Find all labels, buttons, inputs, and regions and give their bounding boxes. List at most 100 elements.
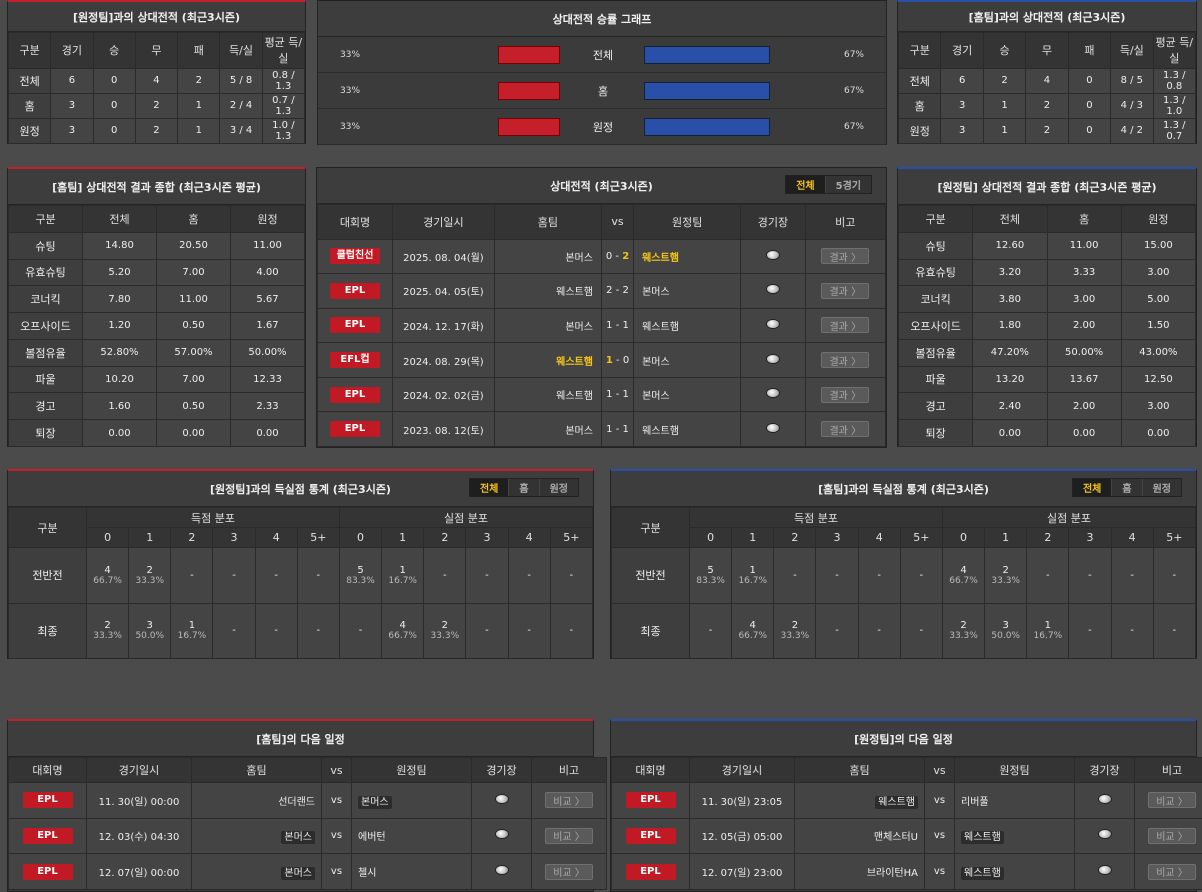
stadium-icon — [1097, 793, 1112, 804]
result-button[interactable]: 결과 〉 — [821, 386, 870, 403]
graph-row-label: 홈 — [597, 84, 609, 98]
result-button[interactable]: 결과 〉 — [821, 317, 870, 334]
table-cell: 비교 〉 — [1134, 782, 1202, 819]
table-cell: 1 16.7% — [170, 602, 214, 659]
table-cell: 경고 — [8, 392, 83, 421]
filter-home[interactable]: 홈 — [509, 479, 540, 496]
filter-home[interactable]: 홈 — [1112, 479, 1143, 496]
home-score: 1 — [605, 354, 613, 366]
table-cell: - — [1110, 547, 1154, 604]
table-cell: 4 66.7% — [381, 602, 425, 659]
filter-all[interactable]: 전체 — [469, 479, 510, 496]
away-score: 2 — [622, 250, 630, 262]
compare-button[interactable]: 비교 〉 — [545, 792, 593, 809]
compare-button[interactable]: 비교 〉 — [1148, 863, 1196, 880]
table-cell: 4 / 3 — [1110, 92, 1154, 119]
table-cell: - — [254, 602, 298, 659]
column-header: 구분 — [8, 205, 83, 233]
table-cell: EPL — [316, 411, 394, 447]
schedule-table: 대회명 경기일시 홈팀 vs 원정팀 경기장 비고 EPL 11. 30(일) 00:00 선더랜… — [8, 757, 607, 890]
score: 1 - 1 — [600, 411, 635, 447]
table-cell: 8 / 5 — [1110, 67, 1154, 94]
filter-away[interactable]: 원정 — [549, 484, 568, 495]
table-cell: EFL컵 — [316, 342, 394, 378]
panel-title: [홈팀] 상대전적 결과 종합 (최근3시즌 평균) — [8, 169, 305, 205]
column-header: 홈팀 — [191, 757, 322, 783]
away-score: 1 — [622, 389, 629, 401]
compare-button[interactable]: 비교 〉 — [1148, 827, 1196, 844]
group-header: 실점 분포 — [941, 507, 1197, 528]
schedule-row: EPL 11. 30(일) 23:05 웨스트햄 vs 리버풀 비교 〉 — [611, 782, 1202, 819]
filter-all[interactable]: 전체 — [786, 176, 826, 193]
away-score: 1 — [622, 319, 629, 331]
table-row: 슈팅 12.60 11.00 15.00 — [897, 231, 1197, 260]
table-cell: 1.3 / 0.8 — [1152, 67, 1197, 94]
count: - — [1046, 569, 1050, 581]
table-cell: 홈 — [7, 92, 52, 119]
compare-button[interactable]: 비교 〉 — [545, 863, 593, 880]
filter-5games[interactable]: 5경기 — [835, 181, 861, 192]
compare-button[interactable]: 비교 〉 — [1148, 792, 1196, 809]
column-header: 4 — [507, 527, 551, 548]
column-header: 대회명 — [8, 757, 87, 783]
column-header: 경기일시 — [86, 757, 192, 783]
panel-title: [홈팀]의 다음 일정 — [8, 721, 593, 757]
percent: 16.7% — [1033, 631, 1063, 642]
stadium-icon — [494, 793, 509, 804]
column-header: 3 — [815, 527, 859, 548]
count: 4 — [399, 620, 406, 632]
table-cell: - — [507, 547, 551, 604]
column-header: 3 — [465, 527, 509, 548]
result-button[interactable]: 결과 〉 — [821, 248, 870, 265]
away-team: 웨스트햄 — [633, 411, 742, 447]
header-row: 구분 득점 분포 실점 분포 — [8, 507, 594, 548]
table-cell: 2.40 — [972, 392, 1048, 421]
compare-button[interactable]: 비교 〉 — [545, 827, 593, 844]
header-row: 0 1 2 3 4 5+ 0 1 2 3 4 5+ — [612, 527, 1197, 548]
column-header: 0 — [688, 527, 733, 548]
stadium-icon — [1097, 865, 1112, 876]
home-summary-panel: [홈팀] 상대전적 결과 종합 (최근3시즌 평균) 구분 전체 홈 원정 슈팅 14.8… — [7, 167, 306, 447]
table-cell: 2 — [134, 92, 179, 119]
away-team-cell: 웨스트햄 — [954, 853, 1075, 890]
competition-badge: EPL — [22, 792, 73, 809]
table-cell: 0.00 — [230, 419, 305, 447]
column-header: 구분 — [7, 32, 52, 69]
filter-all[interactable]: 전체 — [1072, 479, 1113, 496]
column-header: 대회명 — [316, 204, 394, 240]
table-cell: 유효슈팅 — [8, 258, 83, 287]
panel-title: [원정팀]과의 득실점 통계 (최근3시즌) 전체 홈 원정 — [8, 471, 593, 507]
table-cell — [1074, 853, 1135, 890]
match-date: 2024. 02. 02(금) — [392, 376, 495, 413]
match-date: 2025. 04. 05(토) — [392, 273, 495, 309]
table-cell: 4.00 — [230, 258, 305, 287]
count: 1 — [188, 620, 196, 632]
group-header: 득점 분포 — [86, 507, 340, 528]
competition-badge: EPL — [330, 421, 380, 438]
table-cell: - — [688, 602, 733, 659]
column-header: 경기장 — [471, 757, 532, 783]
table-cell: 20.50 — [156, 231, 231, 260]
column-header: 2 — [423, 527, 467, 548]
filter-away[interactable]: 원정 — [1152, 484, 1171, 495]
result-button[interactable]: 결과 〉 — [821, 421, 870, 438]
table-cell: - — [1068, 547, 1112, 604]
stadium-icon — [765, 318, 780, 329]
home-team: 본머스 — [281, 867, 315, 881]
column-header: 1 — [381, 527, 425, 548]
percent: 66.7% — [388, 631, 417, 642]
count: - — [485, 625, 489, 637]
result-button[interactable]: 결과 〉 — [821, 352, 870, 369]
result-button[interactable]: 결과 〉 — [821, 282, 870, 299]
table-cell: EPL — [8, 817, 87, 855]
table-cell: - — [1152, 547, 1197, 604]
away-bar-track — [310, 117, 560, 136]
table-cell: 1.67 — [230, 312, 305, 340]
table-row: 퇴장 0.00 0.00 0.00 — [8, 419, 305, 447]
count: - — [919, 569, 924, 581]
count: - — [527, 569, 531, 581]
table-cell: 오프사이드 — [8, 312, 83, 340]
table-cell: 0.8 / 1.3 — [261, 67, 306, 94]
table-cell: 11.00 — [1046, 231, 1122, 260]
count: - — [835, 625, 839, 637]
